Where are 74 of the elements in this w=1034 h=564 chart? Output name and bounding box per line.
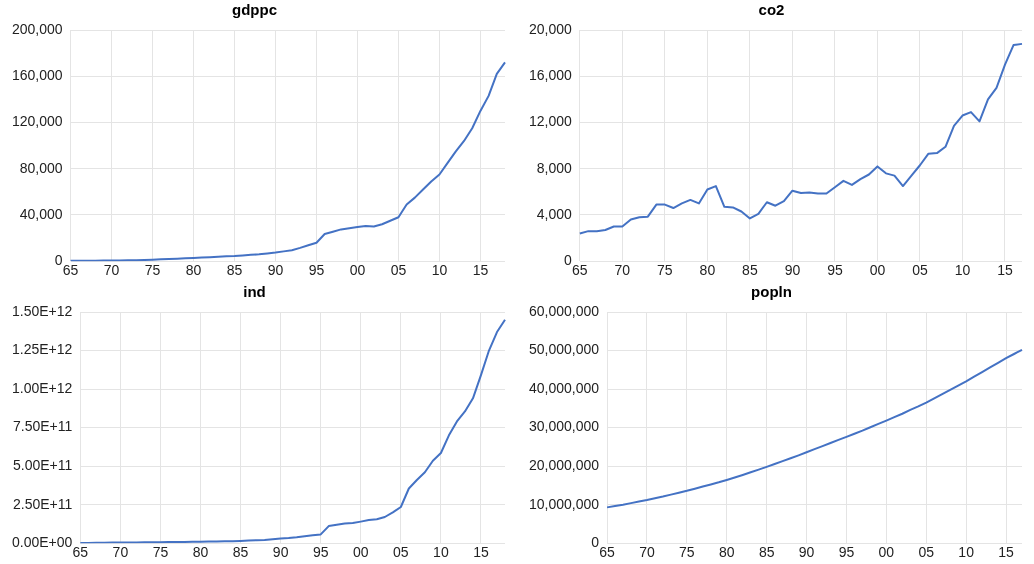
x-tick-label: 80 [699,262,716,279]
y-tick-label: 20,000,000 [528,456,600,473]
x-tick-label: 65 [72,544,89,561]
y-tick-label: 4,000 [536,205,573,222]
x-tick-label: 90 [267,262,284,279]
x-tick-label: 90 [798,544,815,561]
x-tick-label: 80 [185,262,202,279]
x-tick-label: 70 [639,544,655,561]
x-tick-label: 80 [718,544,735,561]
y-tick-label: 80,000 [19,159,63,176]
x-tick-label: 15 [473,544,489,561]
x-tick-label: 85 [226,262,243,279]
y-tick-label: 1.00E+12 [11,379,73,396]
x-tick-label: 80 [192,544,209,561]
x-tick-label: 00 [869,262,886,279]
x-tick-label: 90 [272,544,289,561]
x-tick-label: 75 [679,544,695,561]
y-tick-label: 120,000 [12,113,63,130]
x-tick-label: 75 [152,544,169,561]
x-tick-label: 65 [62,262,79,279]
y-tick-label: 16,000 [528,67,573,84]
x-tick-label: 90 [784,262,801,279]
x-tick-label: 15 [997,262,1013,279]
x-tick-label: 65 [572,262,588,279]
x-tick-label: 95 [308,262,325,279]
x-tick-label: 65 [599,544,616,561]
y-tick-label: 40,000 [19,205,63,222]
y-tick-label: 60,000,000 [528,302,600,319]
y-tick-label: 1.25E+12 [11,341,73,358]
x-tick-label: 00 [349,262,366,279]
y-tick-label: 50,000,000 [528,341,600,358]
x-tick-label: 10 [433,544,449,561]
y-tick-label: 12,000 [528,113,573,130]
x-tick-label: 00 [878,544,895,561]
y-tick-label: 10,000,000 [528,495,600,512]
x-tick-label: 05 [918,544,935,561]
x-tick-label: 70 [103,262,120,279]
y-tick-label: 30,000,000 [528,418,600,435]
x-tick-label: 70 [112,544,129,561]
x-tick-label: 75 [657,262,673,279]
x-tick-label: 05 [390,262,407,279]
y-tick-label: 2.50E+11 [13,495,73,512]
x-tick-label: 95 [838,544,855,561]
x-tick-label: 75 [144,262,161,279]
x-tick-label: 00 [352,544,369,561]
x-tick-label: 15 [472,262,489,279]
x-tick-label: 95 [312,544,329,561]
y-tick-label: 160,000 [12,67,63,84]
y-tick-label: 7.50E+11 [13,418,73,435]
x-tick-label: 15 [998,544,1015,561]
y-tick-label: 5.00E+11 [13,456,73,473]
y-tick-label: 0 [591,534,600,551]
x-tick-label: 05 [393,544,409,561]
y-tick-label: 200,000 [12,20,63,37]
y-tick-label: 1.50E+12 [11,302,73,319]
y-tick-label: 0.00E+00 [11,534,73,551]
x-tick-label: 10 [431,262,448,279]
x-tick-label: 70 [614,262,631,279]
chart-title: ind [243,283,266,301]
y-tick-label: 0 [54,252,63,269]
y-tick-label: 0 [564,252,573,269]
y-tick-label: 20,000 [528,20,573,37]
x-tick-label: 05 [912,262,928,279]
chart-title: popln [751,283,792,301]
y-tick-label: 8,000 [536,159,573,176]
chart-title: co2 [758,1,785,19]
x-tick-label: 85 [758,544,775,561]
x-tick-label: 85 [742,262,758,279]
x-tick-label: 95 [827,262,843,279]
chart-title: gdppc [232,1,277,19]
x-tick-label: 10 [954,262,971,279]
x-tick-label: 10 [958,544,975,561]
x-tick-label: 85 [232,544,249,561]
y-tick-label: 40,000,000 [528,379,600,396]
